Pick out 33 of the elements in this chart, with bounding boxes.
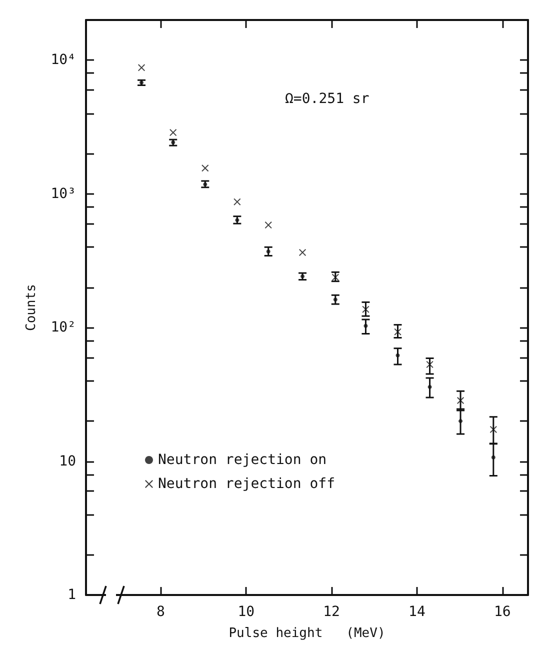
annotation: Ω=0.251 sr — [285, 91, 370, 107]
point — [362, 306, 370, 313]
point — [234, 198, 241, 206]
x-tick-label: 10 — [238, 604, 255, 620]
point — [138, 64, 146, 72]
point — [428, 384, 432, 389]
point — [394, 328, 402, 336]
point — [458, 419, 463, 424]
y-axis-title: Counts — [24, 284, 39, 331]
point — [490, 426, 497, 433]
point — [333, 298, 338, 302]
x-axis-title: Pulse height (MeV) — [228, 626, 386, 641]
y-tick-label: 1 — [68, 587, 76, 603]
point — [202, 164, 209, 172]
point — [396, 353, 400, 358]
y-tick-label: 10⁴ — [50, 52, 76, 68]
point — [491, 455, 496, 460]
y-tick-label: 10 — [59, 453, 76, 470]
x-tick-label: 16 — [494, 604, 511, 620]
point — [264, 222, 272, 229]
point — [332, 274, 339, 281]
point — [299, 248, 306, 256]
point — [364, 324, 368, 328]
legend-label: Neutron rejection off — [158, 476, 336, 492]
point — [170, 129, 177, 136]
x-tick-label: 14 — [408, 604, 426, 620]
point — [266, 250, 270, 254]
y-tick-label: 10³ — [50, 186, 76, 202]
x-tick-label: 8 — [156, 604, 165, 620]
point — [457, 397, 464, 404]
y-tick-label: 10² — [50, 320, 76, 336]
x-tick-label: 12 — [323, 604, 340, 620]
legend-label: Neutron rejection on — [158, 452, 327, 468]
